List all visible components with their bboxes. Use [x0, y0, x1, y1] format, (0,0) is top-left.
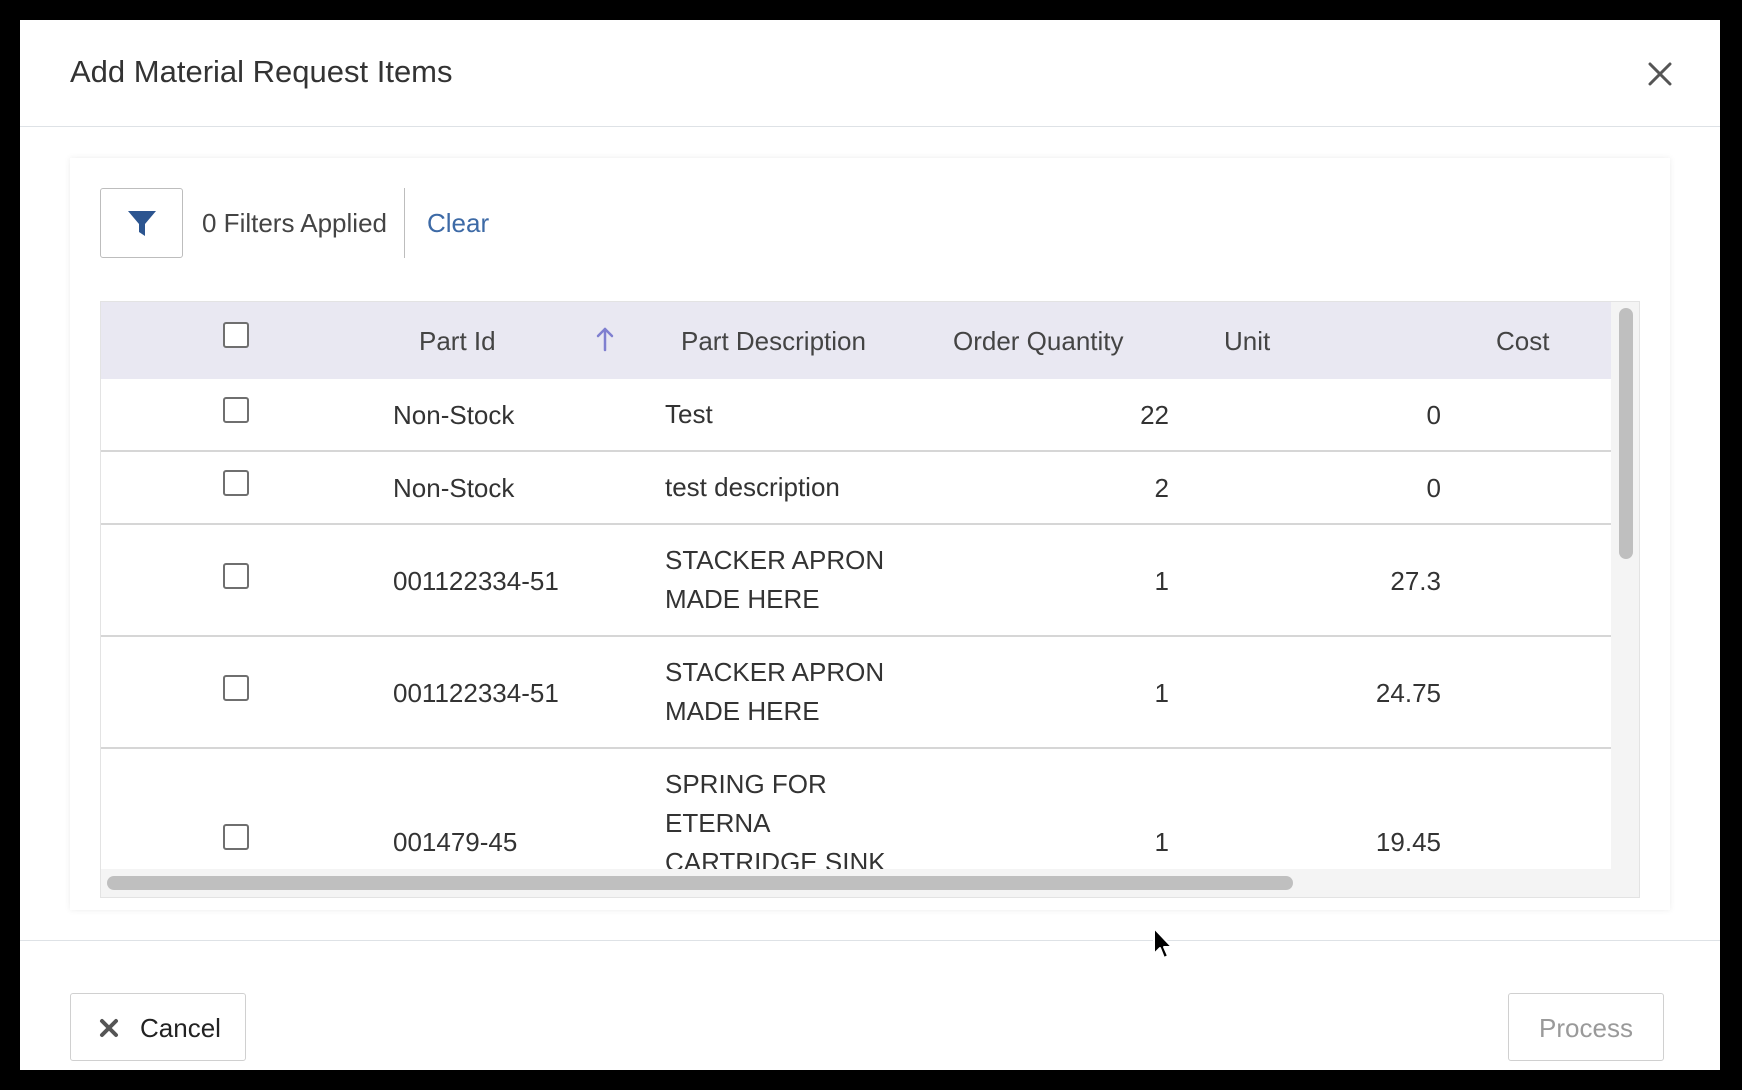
- add-material-request-items-dialog: Add Material Request Items 0 Filters App…: [20, 20, 1720, 1070]
- table-row[interactable]: 001122334-51 STACKER APRON MADE HERE 1 2…: [101, 525, 1613, 637]
- order-quantity-cell: 1: [1154, 827, 1169, 857]
- table-row[interactable]: Non-Stock Test 22 0: [101, 379, 1613, 452]
- part-id-cell: 001122334-51: [393, 678, 559, 708]
- x-icon: [100, 1019, 118, 1037]
- unit-cost-cell: 27.3: [1390, 566, 1441, 596]
- part-id-cell: 001122334-51: [393, 566, 559, 596]
- unit-cost-cell: 0: [1426, 473, 1441, 503]
- order-quantity-cell: 1: [1154, 678, 1169, 708]
- dialog-header: Add Material Request Items: [20, 20, 1720, 127]
- table-row[interactable]: 001122334-51 STACKER APRON MADE HERE 1 2…: [101, 637, 1613, 749]
- part-description-cell: STACKER APRON MADE HERE: [665, 653, 884, 731]
- items-panel: 0 Filters Applied Clear Part Id Part Des…: [70, 158, 1670, 910]
- column-header-part-id[interactable]: Part Id: [419, 326, 496, 356]
- part-id-cell: Non-Stock: [393, 400, 515, 430]
- select-all-checkbox[interactable]: [223, 322, 249, 348]
- process-button-label: Process: [1539, 1013, 1633, 1043]
- cancel-button-label: Cancel: [140, 1013, 221, 1043]
- description-line: SPRING FOR: [665, 769, 827, 799]
- mouse-pointer-icon: [1153, 927, 1173, 959]
- description-line: STACKER APRON: [665, 657, 885, 687]
- description-line: Test: [665, 399, 713, 429]
- part-id-cell: Non-Stock: [393, 473, 515, 503]
- column-header-order-quantity[interactable]: Order Quantity: [953, 326, 1124, 356]
- column-header-part-description[interactable]: Part Description: [681, 326, 866, 356]
- order-quantity-cell: 2: [1154, 473, 1169, 503]
- description-line: ETERNA: [665, 808, 771, 838]
- column-header-cost[interactable]: Cost: [1496, 326, 1550, 356]
- close-icon: [1648, 62, 1672, 86]
- table-row[interactable]: 001479-45 SPRING FOR ETERNA CARTRIDGE SI…: [101, 749, 1613, 870]
- description-line: test description: [665, 472, 840, 502]
- dialog-title: Add Material Request Items: [70, 54, 453, 89]
- dialog-footer: Cancel Process: [20, 940, 1720, 1070]
- unit-cost-cell: 19.45: [1375, 827, 1441, 857]
- table-row[interactable]: Non-Stock test description 2 0: [101, 452, 1613, 525]
- unit-cost-cell: 24.75: [1375, 678, 1441, 708]
- description-line: STACKER APRON: [665, 545, 885, 575]
- unit-cost-cell: 0: [1426, 400, 1441, 430]
- filter-button[interactable]: [100, 188, 183, 258]
- arrow-up-icon[interactable]: [595, 326, 615, 357]
- cancel-button[interactable]: Cancel: [70, 993, 246, 1061]
- column-header-unit[interactable]: Unit: [1224, 326, 1271, 356]
- part-description-cell: test description: [665, 468, 840, 507]
- filter-icon: [128, 211, 156, 236]
- clear-filters-link[interactable]: Clear: [427, 208, 490, 238]
- horizontal-scrollbar[interactable]: [101, 869, 1639, 897]
- row-checkbox[interactable]: [223, 824, 249, 850]
- table-viewport: Part Id Part Description Order Quantity …: [101, 302, 1613, 870]
- filters-applied-text: 0 Filters Applied: [202, 208, 387, 238]
- description-line: MADE HERE: [665, 584, 820, 614]
- items-table: Part Id Part Description Order Quantity …: [100, 301, 1640, 898]
- order-quantity-cell: 1: [1154, 566, 1169, 596]
- order-quantity-cell: 22: [1140, 400, 1169, 430]
- row-checkbox[interactable]: [223, 397, 249, 423]
- horizontal-scrollbar-thumb[interactable]: [107, 876, 1293, 890]
- table-header: Part Id Part Description Order Quantity …: [101, 302, 1613, 379]
- vertical-scrollbar[interactable]: [1611, 302, 1639, 870]
- part-description-cell: Test: [665, 395, 713, 434]
- vertical-scrollbar-thumb[interactable]: [1619, 308, 1633, 559]
- part-description-cell: SPRING FOR ETERNA CARTRIDGE SINK: [665, 765, 886, 870]
- description-line: MADE HERE: [665, 696, 820, 726]
- row-checkbox[interactable]: [223, 563, 249, 589]
- part-id-cell: 001479-45: [393, 827, 518, 857]
- row-checkbox[interactable]: [223, 675, 249, 701]
- divider: [404, 188, 405, 258]
- close-button[interactable]: [1644, 58, 1676, 90]
- row-checkbox[interactable]: [223, 470, 249, 496]
- process-button[interactable]: Process: [1508, 993, 1664, 1061]
- description-line: CARTRIDGE SINK: [665, 847, 886, 870]
- part-description-cell: STACKER APRON MADE HERE: [665, 541, 884, 619]
